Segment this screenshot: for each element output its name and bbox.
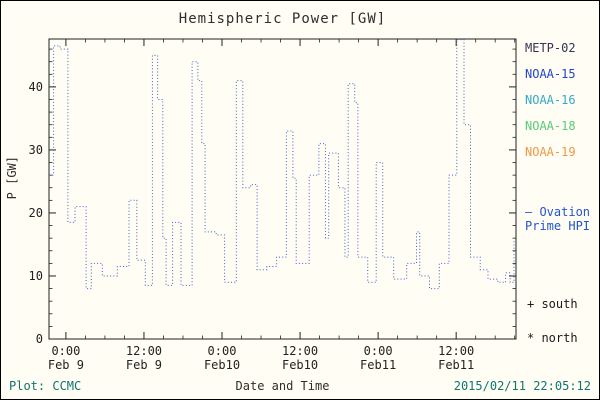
legend-noaa-19: NOAA-19 — [525, 145, 576, 159]
legend-noaa-16: NOAA-16 — [525, 93, 576, 107]
x-tick-time-label: 12:00 — [438, 344, 474, 358]
x-tick-time-label: 12:00 — [282, 344, 318, 358]
timestamp: 2015/02/11 22:05:12 — [453, 379, 591, 393]
south-marker-label: + south — [527, 297, 578, 311]
y-tick-label: 40 — [29, 80, 43, 94]
x-tick-time-label: 0:00 — [51, 344, 80, 358]
legend-ovation-prime-hpi-line1: – Ovation — [525, 205, 591, 219]
legend-metp-02: METP-02 — [525, 41, 576, 55]
x-tick-time-label: 0:00 — [364, 344, 393, 358]
x-axis-label: Date and Time — [235, 379, 330, 393]
x-tick-date-label: Feb10 — [204, 358, 240, 372]
y-tick-label: 0 — [36, 332, 43, 346]
legend-ovation-prime-hpi-line2: Prime HPI — [525, 219, 591, 233]
x-tick-date-label: Feb11 — [360, 358, 396, 372]
y-tick-label: 30 — [29, 143, 43, 157]
x-tick-date-label: Feb11 — [438, 358, 474, 372]
x-tick-time-label: 12:00 — [126, 344, 162, 358]
x-tick-time-label: 0:00 — [208, 344, 237, 358]
legend-noaa-15: NOAA-15 — [525, 67, 576, 81]
north-marker-label: * north — [527, 331, 578, 345]
x-tick-date-label: Feb 9 — [126, 358, 162, 372]
plot-credit: Plot: CCMC — [9, 379, 82, 393]
chart-title: Hemispheric Power [GW] — [178, 11, 387, 27]
hpi-step-line — [49, 39, 516, 290]
legend-noaa-18: NOAA-18 — [525, 119, 576, 133]
y-tick-label: 20 — [29, 206, 43, 220]
y-tick-label: 10 — [29, 269, 43, 283]
x-tick-date-label: Feb10 — [282, 358, 318, 372]
axes-frame — [48, 38, 517, 340]
x-tick-date-label: Feb 9 — [48, 358, 84, 372]
